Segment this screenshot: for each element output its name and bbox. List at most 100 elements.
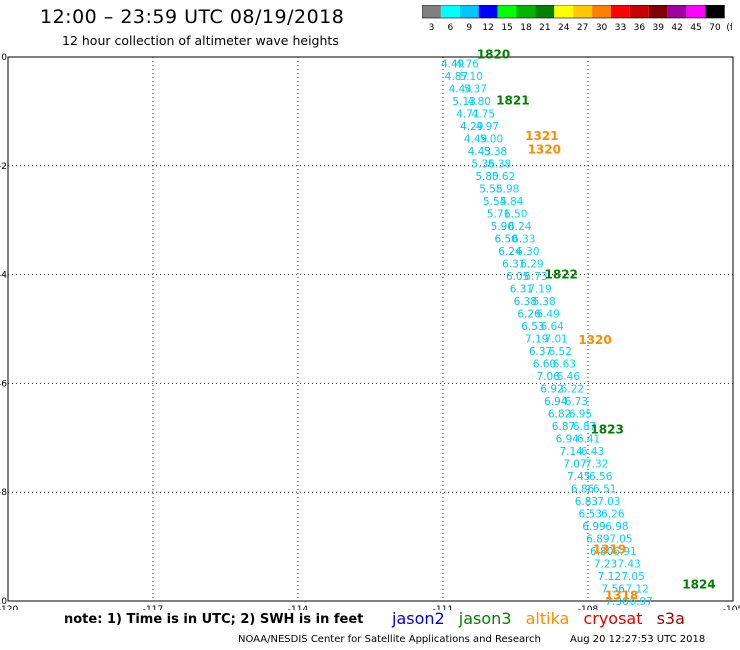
swh-value-track_a: 5.71: [487, 209, 510, 221]
wave-height-chart: -120 -117 -114 -111 -108 -105 0 -2 -4 -6 -8 -10 4.49…: [0, 47, 740, 610]
swh-value-track_a: 6.24: [498, 246, 522, 258]
swh-value-track_a: 7.14: [559, 446, 583, 458]
swh-value-track_a: 6.38: [514, 296, 537, 308]
pass-label: 1823: [590, 423, 623, 437]
swh-value-track_a: 7.07: [563, 459, 586, 471]
swh-value-track_a: 5.80: [475, 171, 498, 183]
pass-label: 1320: [528, 142, 561, 156]
mission-legend: jason2 jason3 altika cryosat s3a: [392, 609, 694, 628]
footer-note: note: 1) Time is in UTC; 2) SWH is in fe…: [64, 612, 364, 627]
scale-swatch-45: [686, 5, 706, 18]
scale-swatch-33: [611, 5, 630, 18]
swh-value-track_b: 7.05: [621, 571, 644, 583]
x-tick-label: -114: [288, 605, 309, 610]
swh-value-track_b: 6.87: [573, 421, 596, 433]
swh-value-track_a: 6.53: [521, 321, 544, 333]
scale-label-24: 24: [558, 23, 570, 33]
scale-swatch-70: [705, 5, 725, 18]
scale-label-3: 3: [429, 23, 435, 33]
scale-swatch-18: [516, 5, 536, 18]
scale-label-15: 15: [501, 23, 512, 33]
pass-label: 1319: [593, 542, 626, 556]
swh-value-track_b: 6.50: [504, 209, 527, 221]
swh-value-track_a: 6.89: [586, 534, 609, 546]
swh-value-track_b: 6.98: [605, 521, 628, 533]
swh-value-track_b: 4.97: [476, 121, 499, 133]
swh-value-track_b: 6.64: [540, 321, 564, 333]
swh-value-track_b: 6.95: [569, 409, 592, 421]
scale-label-36: 36: [634, 23, 646, 33]
pass-label: 1821: [496, 94, 529, 108]
scale-label-27: 27: [577, 23, 588, 33]
swh-value-track_b: 5.37: [464, 84, 487, 96]
chart-title: 12:00 – 23:59 UTC 08/19/2018: [40, 6, 345, 28]
swh-value-track_b: 4.75: [472, 109, 495, 121]
x-tick-label: -120: [0, 605, 18, 610]
swh-value-track_b: 6.43: [581, 446, 604, 458]
swh-value-track_b: 6.26: [601, 509, 625, 521]
scale-swatch-12: [478, 5, 498, 18]
swh-value-track_a: 4.49: [464, 134, 487, 146]
scale-label-30: 30: [596, 23, 608, 33]
x-tick-label: -111: [433, 605, 453, 610]
swh-value-track_a: 5.54: [483, 196, 507, 208]
swh-value-track_a: 6.94: [556, 434, 580, 446]
swh-value-track_b: 5.10: [460, 71, 483, 83]
mission-jason3: jason3: [458, 609, 512, 628]
swh-value-track_a: 5.90: [491, 221, 514, 233]
swh-value-track_a: 6.60: [533, 359, 556, 371]
scale-label-42: 42: [671, 23, 682, 33]
scale-swatch-39: [648, 5, 668, 18]
swh-value-track_b: 6.24: [508, 221, 532, 233]
swh-value-track_b: 7.43: [617, 559, 640, 571]
scale-label-39: 39: [653, 23, 665, 33]
scale-label-45: 45: [690, 23, 701, 33]
swh-value-track_b: 4.80: [468, 96, 491, 108]
swh-value-track_b: 7.01: [544, 334, 567, 346]
swh-value-track_a: 7.06: [537, 371, 561, 383]
swh-value-track_a: 6.05: [506, 271, 529, 283]
scale-swatch-15: [497, 5, 517, 18]
swh-value-track_b: 6.73: [524, 271, 547, 283]
swh-value-track_b: 7.19: [528, 284, 551, 296]
swh-value-track_b: 5.84: [500, 196, 524, 208]
x-tick-label: -108: [578, 605, 599, 610]
swh-value-track_a: 4.87: [445, 71, 468, 83]
swh-value-track_b: 5.38: [484, 146, 507, 158]
swh-value-track_a: 4.44: [449, 84, 473, 96]
scale-swatch-9: [459, 5, 479, 18]
credit-text: NOAA/NESDIS Center for Satellite Applica…: [238, 634, 541, 645]
swh-value-track_b: 5.62: [492, 171, 515, 183]
swh-value-track_b: 5.00: [480, 134, 503, 146]
swh-value-track_a: 5.36: [472, 159, 496, 171]
scale-unit: (ft): [726, 23, 732, 33]
scale-frame: [422, 5, 725, 19]
swh-value-track_a: 6.83: [575, 496, 598, 508]
swh-value-track_b: 6.97: [629, 596, 652, 608]
scale-swatch-3: [422, 5, 441, 18]
timestamp: Aug 20 12:27:53 UTC 2018: [570, 634, 706, 645]
scale-swatch-21: [535, 5, 555, 18]
y-tick-label: -4: [0, 271, 7, 281]
mission-jason2: jason2: [392, 609, 445, 628]
scale-label-6: 6: [447, 23, 453, 33]
swh-value-track_b: 7.12: [625, 584, 648, 596]
swh-value-track_b: 6.29: [520, 259, 543, 271]
swh-value-track_a: 5.13: [452, 96, 475, 108]
swh-value-track_b: 5.38: [488, 159, 511, 171]
mission-cryosat: cryosat: [583, 609, 643, 628]
scale-label-9: 9: [466, 23, 472, 33]
swh-value-track_a: 6.87: [552, 421, 575, 433]
scale-swatch-6: [440, 5, 460, 18]
scale-label-12: 12: [482, 23, 493, 33]
swh-value-track_a: 6.31: [510, 284, 533, 296]
pass-label: 1321: [525, 129, 558, 143]
pass-label: 1318: [605, 589, 638, 603]
y-tick-label: -6: [0, 379, 7, 389]
swh-value-track_a: 7.56: [601, 584, 625, 596]
pass-label: 1824: [682, 578, 715, 592]
scale-label-21: 21: [539, 23, 550, 33]
swh-value-track_b: 7.03: [597, 496, 620, 508]
swh-value-track_b: 6.56: [589, 471, 613, 483]
